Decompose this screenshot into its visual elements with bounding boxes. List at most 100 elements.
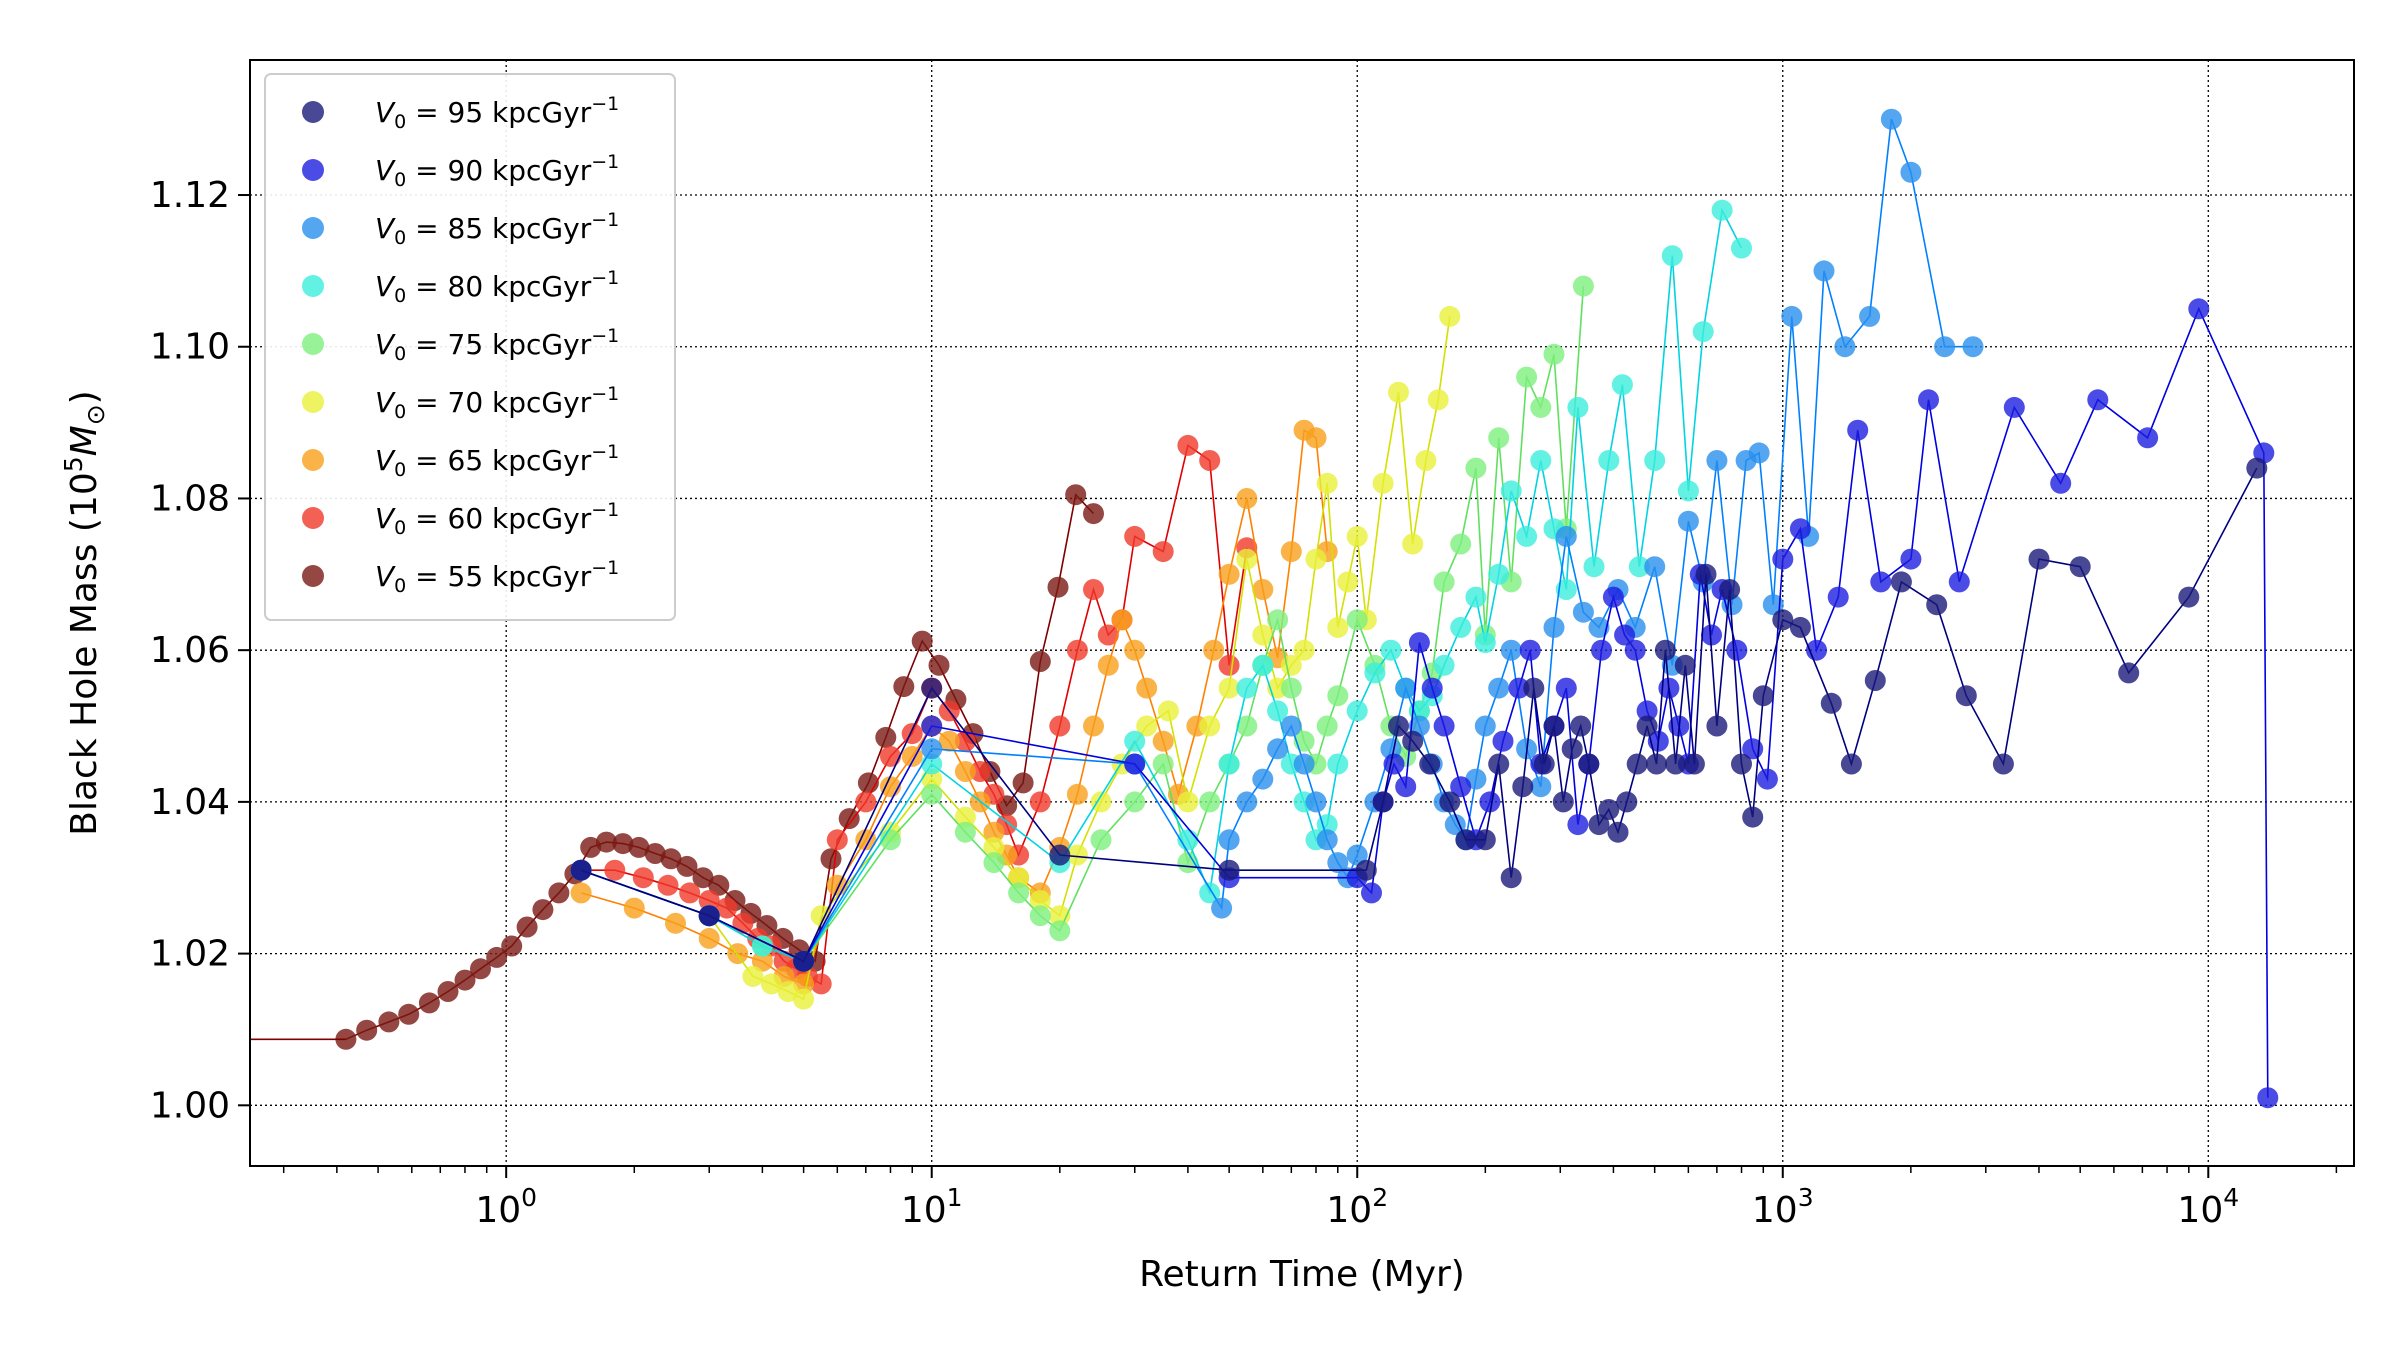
data-point xyxy=(1654,639,1676,661)
data-point xyxy=(1152,730,1174,752)
data-point xyxy=(969,761,991,782)
data-point xyxy=(1364,662,1386,684)
data-point xyxy=(1695,563,1717,585)
data-point xyxy=(1380,639,1402,661)
data-point xyxy=(1267,609,1289,631)
y-tick-label: 1.00 xyxy=(150,1085,230,1126)
data-point xyxy=(1880,108,1902,130)
data-point xyxy=(1827,586,1849,608)
y-tick-label: 1.12 xyxy=(150,175,230,216)
data-point xyxy=(1236,677,1258,699)
data-point xyxy=(1772,609,1794,631)
data-point xyxy=(1567,396,1589,418)
data-point xyxy=(1450,533,1472,555)
data-point xyxy=(1465,457,1487,479)
data-point xyxy=(1692,321,1714,343)
x-tick-base: 10 xyxy=(901,1190,947,1231)
data-point xyxy=(1488,427,1510,449)
data-point xyxy=(698,927,720,949)
data-point xyxy=(983,836,1005,858)
data-point xyxy=(1644,450,1666,471)
data-point xyxy=(1152,753,1174,775)
legend-entry: V0 = 55 kpcGyr−1 xyxy=(302,557,619,597)
data-point xyxy=(1218,753,1240,775)
data-point xyxy=(793,950,815,972)
data-point xyxy=(1097,654,1119,676)
legend-entry: V0 = 95 kpcGyr−1 xyxy=(302,93,619,133)
data-point xyxy=(2246,457,2268,479)
x-tick-exponent: 1 xyxy=(947,1183,963,1212)
data-point xyxy=(623,897,645,919)
data-point xyxy=(1500,480,1522,502)
legend-value: = 95 kpcGyr xyxy=(406,96,591,129)
data-point xyxy=(1508,677,1530,699)
data-point xyxy=(1327,852,1349,874)
legend-value: = 70 kpcGyr xyxy=(406,386,591,419)
data-point xyxy=(826,829,848,851)
data-point xyxy=(1395,776,1417,798)
legend-label: V0 = 90 kpcGyr−1 xyxy=(375,151,619,191)
data-point xyxy=(1388,715,1409,737)
data-point xyxy=(657,874,679,896)
data-point xyxy=(1926,594,1948,616)
data-point xyxy=(398,1003,420,1025)
data-point xyxy=(676,855,698,877)
data-point xyxy=(1444,814,1466,836)
legend-label: V0 = 70 kpcGyr−1 xyxy=(375,383,619,423)
data-point xyxy=(1500,867,1522,889)
data-point xyxy=(1218,563,1240,585)
data-point xyxy=(1236,715,1258,737)
data-point xyxy=(1152,541,1174,563)
data-point xyxy=(1567,814,1589,836)
data-point xyxy=(1111,609,1133,631)
data-point xyxy=(1419,753,1441,775)
data-point xyxy=(1124,639,1146,661)
data-point xyxy=(1500,639,1522,661)
data-point xyxy=(1572,601,1594,623)
data-point xyxy=(1628,556,1650,578)
data-point xyxy=(1646,753,1667,775)
data-point xyxy=(751,950,773,972)
legend-entry: V0 = 65 kpcGyr−1 xyxy=(302,441,619,481)
data-point xyxy=(1136,715,1158,737)
data-point xyxy=(1090,829,1112,851)
data-point xyxy=(1316,829,1338,851)
data-point xyxy=(1474,632,1496,654)
y-tick-label: 1.08 xyxy=(150,478,230,519)
data-point xyxy=(1252,654,1274,676)
data-point xyxy=(1465,586,1487,608)
data-point xyxy=(532,899,554,921)
legend-subscript: 0 xyxy=(394,227,406,249)
data-point xyxy=(1492,730,1514,752)
data-point xyxy=(1327,753,1349,775)
data-point xyxy=(1383,753,1405,775)
data-point xyxy=(1218,859,1240,881)
x-tick-label: 104 xyxy=(2177,1183,2239,1231)
legend-subscript: 0 xyxy=(394,575,406,597)
data-point xyxy=(1530,450,1552,471)
data-point xyxy=(921,715,943,737)
data-point xyxy=(1280,677,1302,699)
legend-marker xyxy=(302,449,324,471)
data-point xyxy=(470,958,491,980)
data-point xyxy=(880,745,901,767)
data-point xyxy=(793,988,815,1010)
data-point xyxy=(1781,305,1803,327)
data-point xyxy=(1611,374,1633,396)
legend-entry: V0 = 70 kpcGyr−1 xyxy=(302,383,619,423)
data-point xyxy=(921,738,943,760)
legend-value: = 65 kpcGyr xyxy=(406,444,591,477)
plot-frame xyxy=(249,59,2355,1167)
data-point xyxy=(1066,844,1088,866)
data-point xyxy=(1029,791,1051,813)
data-point xyxy=(901,723,923,745)
data-point xyxy=(1065,484,1087,506)
data-point xyxy=(679,882,701,904)
data-point xyxy=(1316,472,1338,494)
data-point xyxy=(954,761,976,782)
x-tick-base: 10 xyxy=(1752,1190,1798,1231)
data-point xyxy=(335,1028,357,1050)
data-point xyxy=(356,1019,378,1041)
data-point xyxy=(810,905,832,927)
data-point xyxy=(1029,890,1051,911)
